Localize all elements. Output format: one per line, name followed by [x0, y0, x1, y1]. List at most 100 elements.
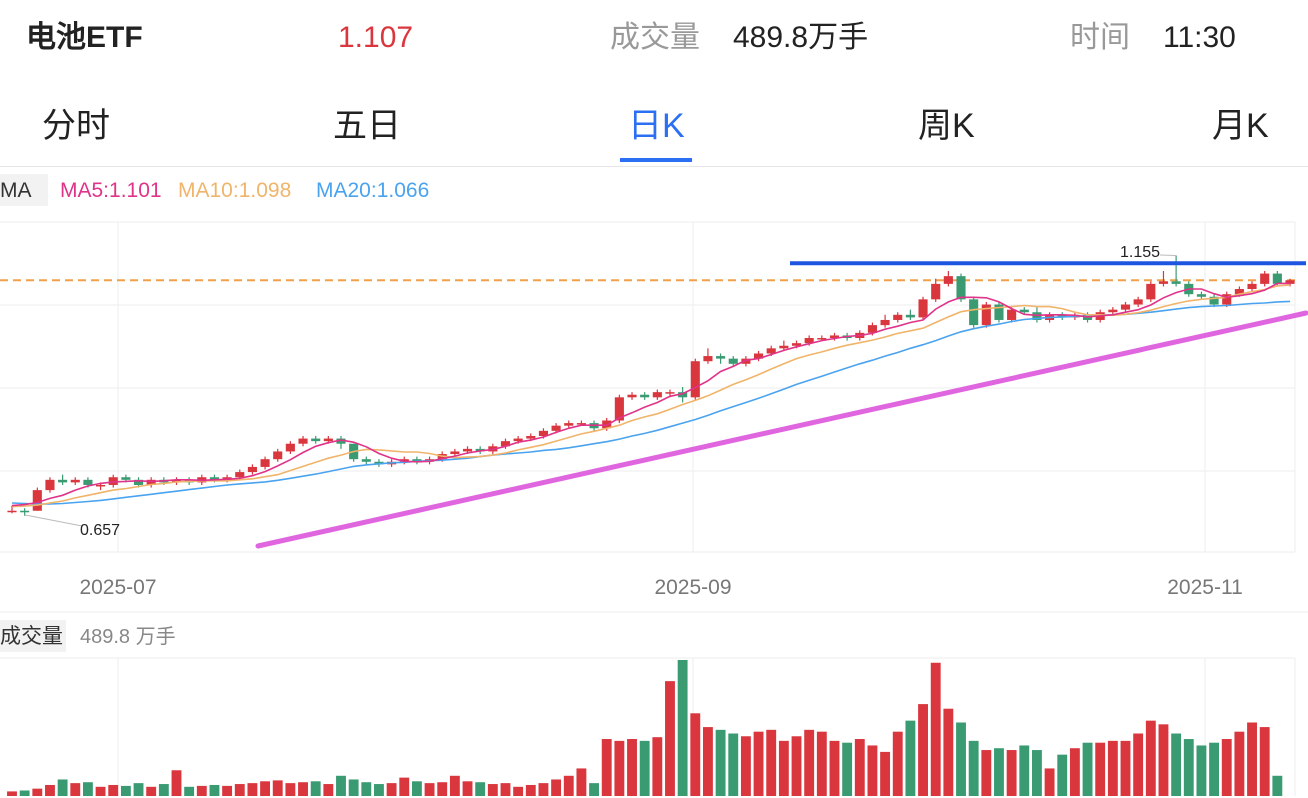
candle-body [564, 423, 574, 426]
candle-body [7, 510, 17, 513]
volume-bar [437, 782, 448, 796]
last-price: 1.107 [338, 21, 414, 54]
candle-body [361, 459, 371, 462]
candle-body [893, 314, 903, 320]
volume-bar [956, 722, 966, 796]
tab-monthly-k[interactable]: 月K [1212, 107, 1269, 145]
candle-body [1032, 312, 1042, 320]
volume-bar [513, 786, 524, 796]
volume-legend-value: 489.8 万手 [80, 625, 176, 648]
candle-body [298, 438, 308, 444]
candle-body [905, 314, 915, 318]
x-tick-label: 2025-11 [1167, 576, 1243, 599]
volume-bar [842, 742, 853, 796]
volume-bar [968, 740, 979, 796]
volume-bar [234, 784, 245, 796]
candle-body [121, 477, 131, 480]
security-name: 电池ETF [26, 21, 143, 54]
quote-header: 电池ETF 1.107 成交量 489.8万手 时间 11:30 [0, 0, 1308, 78]
volume-bar [892, 731, 903, 796]
candle-body [627, 394, 637, 398]
candle-body [1260, 273, 1270, 284]
candle-body [1019, 309, 1029, 313]
x-tick-label: 2025-07 [79, 576, 156, 599]
legend-ma-label: MA [0, 179, 32, 202]
time-label: 时间 [1070, 21, 1130, 54]
volume-bar [323, 784, 334, 796]
candle-body [678, 392, 688, 398]
candle-body [981, 304, 991, 326]
candle-body [576, 423, 586, 425]
candle-body [247, 466, 257, 473]
volume-bar [627, 739, 637, 796]
tab-weekly-k[interactable]: 周K [918, 107, 975, 145]
candle-body [1285, 280, 1295, 284]
volume-bar [981, 750, 992, 796]
volume-bar [1120, 740, 1131, 796]
candle-body [829, 335, 840, 339]
tab-daily-k[interactable]: 日K [628, 107, 685, 145]
volume-bar [1031, 750, 1042, 796]
volume-bar [1133, 733, 1144, 796]
candle-body [1007, 309, 1017, 320]
volume-bar [57, 779, 68, 796]
candle-body [804, 338, 814, 344]
volume-bar [158, 784, 169, 796]
ma20-line [11, 300, 1291, 505]
tab-five-day[interactable]: 五日 [333, 107, 401, 145]
candle-body [880, 319, 890, 326]
volume-bar [45, 784, 55, 796]
candle-body [779, 345, 789, 349]
candle-body [614, 397, 624, 421]
ma-indicator-badge[interactable] [0, 174, 48, 206]
volume-bar [184, 786, 195, 796]
volume-bar [348, 779, 359, 796]
candle-body [32, 490, 42, 511]
candle-body [943, 276, 953, 284]
volume-bar [740, 736, 751, 796]
candle-body [133, 479, 144, 485]
volume-bar [1044, 768, 1055, 796]
volume-bar [778, 740, 789, 796]
volume-bar [614, 740, 625, 796]
kline-chart[interactable]: MA MA5:1.101 MA10:1.098 MA20:1.066 1.155 0.65… [0, 166, 1308, 798]
volume-bar [1107, 740, 1118, 796]
volume-bar [905, 720, 916, 796]
support-trendline [255, 310, 1308, 549]
candle-body [1133, 299, 1143, 305]
ma10-line [11, 284, 1291, 508]
candle-body [1146, 283, 1156, 300]
volume-bar [500, 783, 511, 796]
candle-body [1171, 281, 1181, 284]
volume-bar [1259, 727, 1270, 796]
tab-intraday[interactable]: 分时 [42, 107, 110, 145]
volume-bar [652, 737, 663, 796]
volume-bar [1234, 731, 1245, 796]
volume-bar [1183, 739, 1194, 796]
candle-body [311, 438, 321, 442]
high-annotation: 1.155 [1120, 244, 1160, 261]
volume-bar [867, 745, 878, 796]
candle-body [146, 479, 156, 485]
volume-bar [943, 708, 954, 796]
volume-bar [589, 783, 599, 796]
candle-body [1222, 294, 1232, 305]
active-tab-indicator [620, 158, 692, 162]
candle-body [551, 425, 561, 431]
period-tabs: 分时 五日 日K 周K 月K [0, 86, 1308, 167]
volume-bar [424, 783, 435, 796]
volume-bar [690, 713, 701, 796]
volume-bar [1221, 739, 1232, 796]
volume-bar [336, 775, 346, 796]
candle-body [96, 484, 106, 487]
candle-body [665, 392, 675, 394]
candle-body [462, 448, 473, 452]
volume-bar [1272, 775, 1283, 796]
candle-body [652, 392, 662, 398]
candle-body [235, 472, 245, 478]
volume-indicator-badge[interactable] [0, 620, 66, 652]
volume-bar [563, 775, 574, 796]
volume-bar [703, 727, 713, 796]
low-annotation: 0.657 [80, 522, 120, 539]
volume-bar [1069, 748, 1080, 796]
